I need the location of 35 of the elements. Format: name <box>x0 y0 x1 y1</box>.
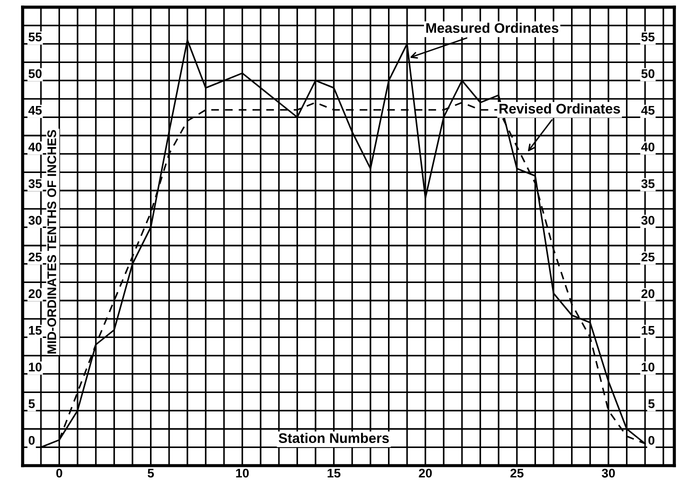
y2-tick-label: 50 <box>641 69 654 78</box>
y-tick-label: 5 <box>28 399 35 408</box>
annotation: Revised Ordinates <box>500 103 620 114</box>
y-tick-label: 50 <box>28 69 42 78</box>
y-tick-label: 10 <box>28 362 42 372</box>
y2-tick-label: 5 <box>648 399 655 408</box>
x-tick-label: 0 <box>56 468 62 478</box>
y2-tick-label: 15 <box>642 326 655 335</box>
x-tick-label: 15 <box>328 468 340 478</box>
y2-tick-label: 10 <box>642 362 654 372</box>
x-axis-title: Station Numbers <box>278 432 389 444</box>
y-tick-label: 15 <box>28 326 42 335</box>
y-axis-title: MID-ORDINATES TENTHS OF INCHES <box>47 130 56 354</box>
x-tick-label: 10 <box>236 468 249 478</box>
x-tick-label: 30 <box>602 468 615 478</box>
y-tick-label: 30 <box>28 216 42 225</box>
y-tick-label: 0 <box>28 436 35 445</box>
x-tick-label: 5 <box>148 468 154 478</box>
y2-tick-label: 25 <box>641 252 655 262</box>
annotation: Measured Ordinates <box>426 22 558 33</box>
y-tick-label: 35 <box>28 179 42 188</box>
y-tick-label: 40 <box>28 142 42 152</box>
y2-tick-label: 20 <box>641 289 654 298</box>
y2-tick-label: 55 <box>641 32 655 42</box>
y-tick-label: 45 <box>28 106 42 115</box>
y2-tick-label: 45 <box>641 106 655 115</box>
y2-tick-label: 0 <box>648 436 654 445</box>
y-tick-label: 55 <box>28 32 42 42</box>
y2-tick-label: 40 <box>641 142 654 152</box>
x-tick-label: 20 <box>418 468 432 478</box>
y2-tick-label: 35 <box>641 179 655 188</box>
y2-tick-label: 30 <box>641 216 654 225</box>
x-tick-label: 25 <box>510 468 524 478</box>
y-tick-label: 20 <box>28 289 42 298</box>
y-tick-label: 25 <box>28 252 42 262</box>
